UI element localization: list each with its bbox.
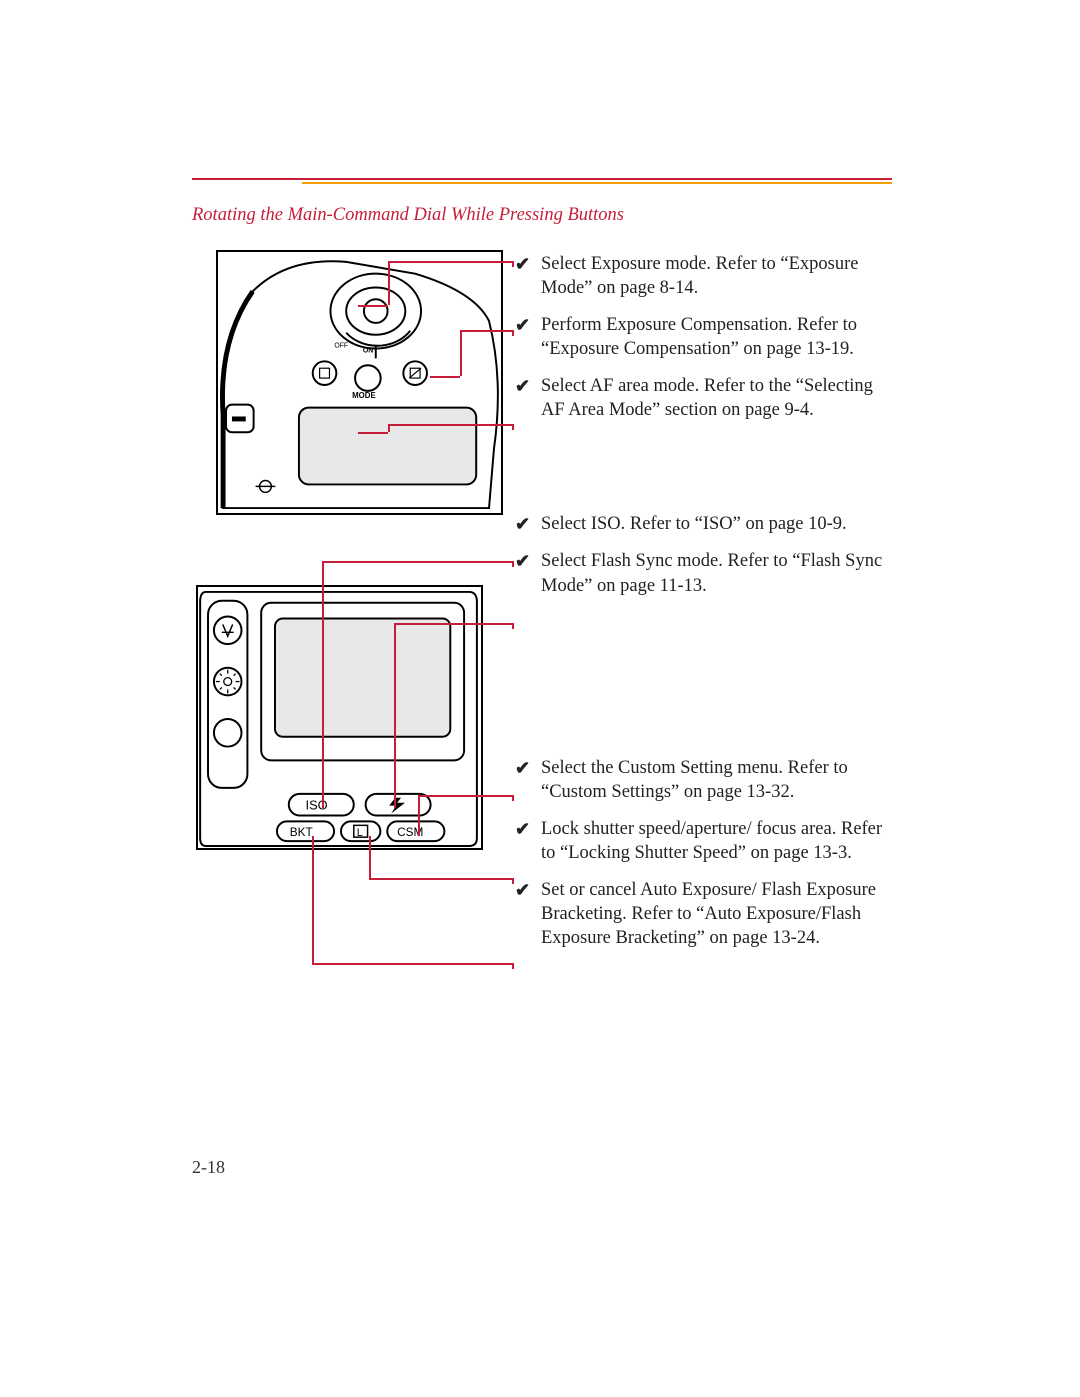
header-rule-yellow <box>302 182 892 184</box>
bullet-item: ✔Lock shutter speed/aperture/ focus area… <box>515 817 885 866</box>
bullet-text: Select Exposure mode. Refer to “Exposure… <box>541 252 885 301</box>
bullet-text: Set or cancel Auto Exposure/ Flash Expos… <box>541 878 885 951</box>
label-off: OFF <box>334 343 348 350</box>
svg-text:CSM: CSM <box>397 825 423 839</box>
label-mode: MODE <box>352 391 376 400</box>
header-rule-red <box>192 178 892 180</box>
btn-csm: CSM <box>387 821 444 841</box>
svg-text:BKT: BKT <box>290 825 313 839</box>
bullet-text: Select ISO. Refer to “ISO” on page 10-9. <box>541 512 847 537</box>
bullet-text: Lock shutter speed/aperture/ focus area.… <box>541 817 885 866</box>
bullet-item: ✔Select ISO. Refer to “ISO” on page 10-9… <box>515 512 885 537</box>
label-on: ON <box>363 347 373 354</box>
bullet-text: Perform Exposure Compensation. Refer to … <box>541 313 885 362</box>
bullet-text: Select AF area mode. Refer to the “Selec… <box>541 374 885 423</box>
check-icon: ✔ <box>515 756 541 805</box>
check-icon: ✔ <box>515 313 541 362</box>
bullet-item: ✔Select Flash Sync mode. Refer to “Flash… <box>515 549 885 598</box>
camera-top-diagram: OFF ON MODE <box>216 250 503 515</box>
svg-text:L: L <box>357 827 363 839</box>
bullet-item: ✔Select AF area mode. Refer to the “Sele… <box>515 374 885 423</box>
page-number: 2-18 <box>192 1157 225 1178</box>
camera-back-diagram: ISO BKT L CSM <box>196 585 483 850</box>
check-icon: ✔ <box>515 817 541 866</box>
bullet-spacer <box>515 610 885 756</box>
svg-text:ISO: ISO <box>306 798 328 813</box>
check-icon: ✔ <box>515 374 541 423</box>
check-icon: ✔ <box>515 512 541 537</box>
btn-iso: ISO <box>289 794 354 816</box>
check-icon: ✔ <box>515 878 541 951</box>
btn-bkt: BKT <box>277 821 334 841</box>
btn-flash <box>366 794 431 816</box>
bullet-text: Select Flash Sync mode. Refer to “Flash … <box>541 549 885 598</box>
bullet-item: ✔Set or cancel Auto Exposure/ Flash Expo… <box>515 878 885 951</box>
camera-top-svg: OFF ON MODE <box>218 252 501 513</box>
bullet-item: ✔Select Exposure mode. Refer to “Exposur… <box>515 252 885 301</box>
check-icon: ✔ <box>515 252 541 301</box>
section-title: Rotating the Main-Command Dial While Pre… <box>192 205 624 226</box>
camera-back-svg: ISO BKT L CSM <box>198 587 481 848</box>
bullets-column: ✔Select Exposure mode. Refer to “Exposur… <box>515 252 885 963</box>
bullet-item: ✔Perform Exposure Compensation. Refer to… <box>515 313 885 362</box>
bullet-item: ✔Select the Custom Setting menu. Refer t… <box>515 756 885 805</box>
btn-lock: L <box>341 821 380 841</box>
bullet-text: Select the Custom Setting menu. Refer to… <box>541 756 885 805</box>
check-icon: ✔ <box>515 549 541 598</box>
bullet-spacer <box>515 434 885 512</box>
